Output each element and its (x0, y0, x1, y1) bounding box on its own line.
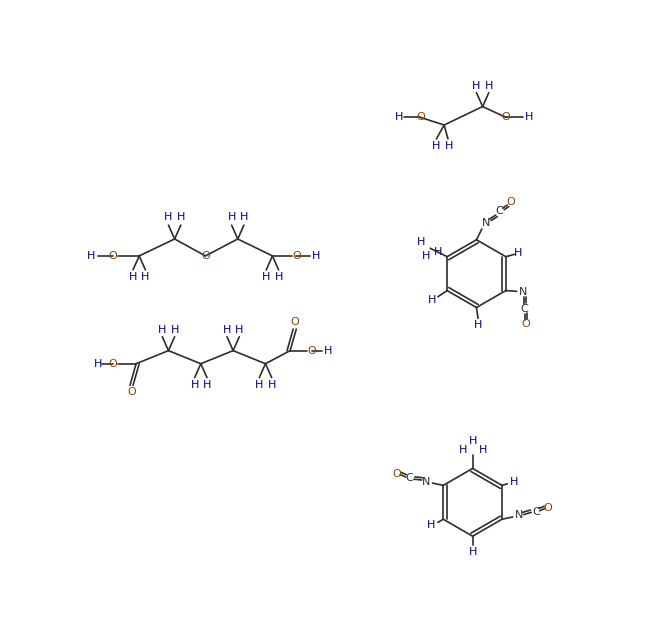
Text: H: H (158, 325, 166, 335)
Text: H: H (227, 213, 236, 222)
Text: H: H (428, 295, 436, 305)
Text: H: H (129, 272, 137, 283)
Text: N: N (518, 287, 527, 297)
Text: H: H (262, 272, 271, 283)
Text: H: H (478, 445, 487, 455)
Text: H: H (474, 320, 482, 330)
Text: H: H (324, 346, 332, 355)
Text: O: O (501, 112, 510, 122)
Text: H: H (235, 325, 244, 335)
Text: H: H (191, 379, 199, 390)
Text: C: C (532, 507, 539, 516)
Text: N: N (482, 218, 490, 228)
Text: O: O (201, 251, 210, 261)
Text: O: O (292, 251, 301, 261)
Text: H: H (255, 379, 263, 390)
Text: H: H (177, 213, 185, 222)
Text: O: O (522, 319, 530, 330)
Text: H: H (510, 477, 518, 486)
Text: O: O (127, 387, 136, 397)
Text: H: H (93, 359, 102, 369)
Text: H: H (459, 445, 466, 455)
Text: O: O (108, 359, 118, 369)
Text: H: H (486, 80, 494, 91)
Text: H: H (468, 437, 477, 446)
Text: H: H (417, 237, 425, 247)
Text: H: H (434, 247, 442, 257)
Text: O: O (506, 197, 514, 207)
Text: O: O (290, 317, 299, 327)
Text: N: N (422, 477, 430, 486)
Text: N: N (514, 511, 523, 520)
Text: H: H (422, 251, 430, 261)
Text: H: H (87, 251, 96, 261)
Text: O: O (416, 112, 424, 122)
Text: H: H (432, 141, 441, 151)
Text: H: H (203, 379, 211, 390)
Text: H: H (267, 379, 276, 390)
Text: C: C (520, 304, 528, 314)
Text: H: H (170, 325, 179, 335)
Text: H: H (164, 213, 173, 222)
Text: H: H (312, 251, 321, 261)
Text: H: H (468, 547, 477, 556)
Text: H: H (472, 80, 480, 91)
Text: C: C (495, 206, 503, 216)
Text: H: H (240, 213, 248, 222)
Text: H: H (275, 272, 283, 283)
Text: H: H (396, 112, 403, 122)
Text: O: O (108, 251, 118, 261)
Text: H: H (223, 325, 231, 335)
Text: C: C (405, 473, 413, 483)
Text: O: O (544, 503, 553, 513)
Text: H: H (525, 112, 533, 122)
Text: H: H (427, 520, 435, 531)
Text: H: H (514, 248, 522, 258)
Text: H: H (141, 272, 150, 283)
Text: O: O (307, 346, 316, 355)
Text: H: H (445, 141, 453, 151)
Text: O: O (393, 469, 401, 479)
